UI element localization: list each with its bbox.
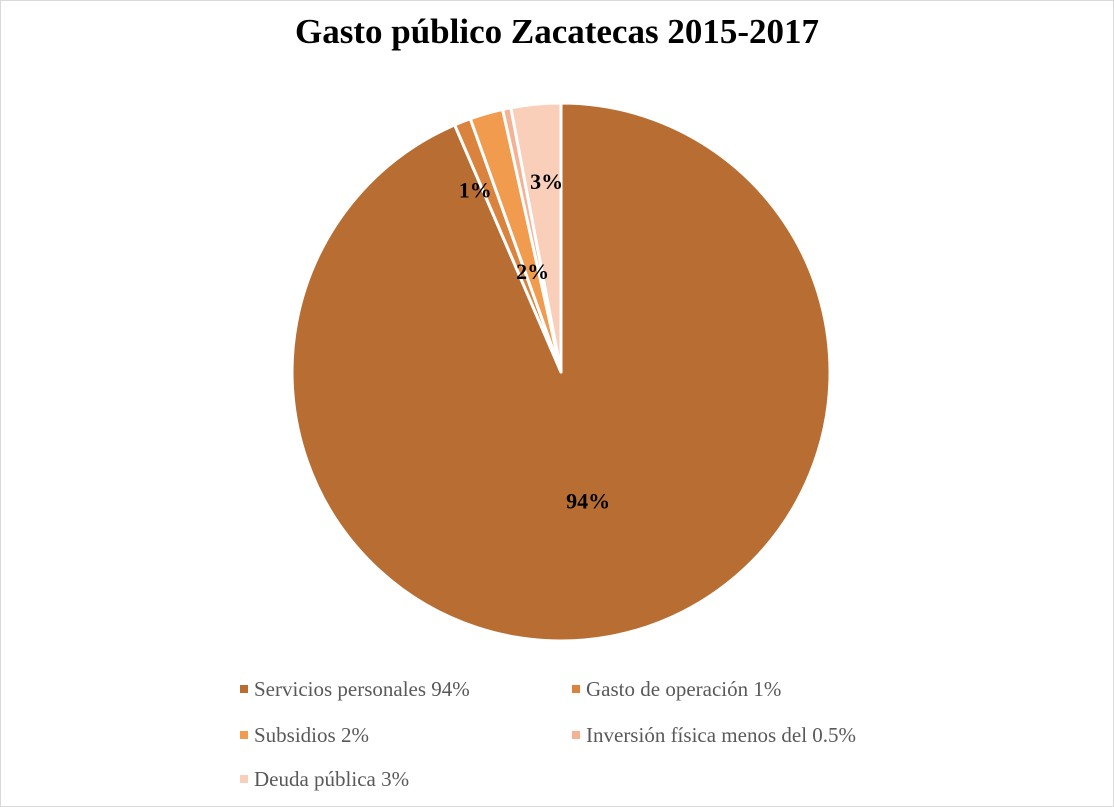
legend-swatch: [572, 731, 580, 739]
legend-item-gasto-de-operacion: Gasto de operación 1%: [572, 674, 781, 704]
legend-label: Subsidios 2%: [254, 722, 369, 747]
legend: Servicios personales 94% Gasto de operac…: [0, 670, 1114, 800]
legend-swatch: [240, 685, 248, 693]
legend-label: Deuda pública 3%: [254, 766, 410, 791]
legend-swatch: [572, 685, 580, 693]
pie-data-label-0: 94%: [566, 489, 610, 514]
legend-item-inversion-fisica: Inversión física menos del 0.5%: [572, 720, 856, 750]
legend-swatch: [240, 731, 248, 739]
pie-data-labels: 94% 1% 2% 3%: [459, 169, 610, 514]
legend-item-servicios-personales: Servicios personales 94%: [240, 674, 470, 704]
legend-label: Servicios personales 94%: [254, 676, 470, 701]
pie-data-label-1: 1%: [459, 177, 492, 202]
pie-slice-4: [509, 101, 563, 374]
legend-item-deuda-publica: Deuda pública 3%: [240, 764, 409, 794]
legend-label: Gasto de operación 1%: [586, 676, 782, 701]
pie-slices: [290, 101, 832, 643]
pie-data-label-4: 3%: [530, 169, 563, 194]
pie-data-label-2: 2%: [516, 259, 549, 284]
chart-title: Gasto público Zacatecas 2015-2017: [294, 12, 819, 51]
legend-item-subsidios: Subsidios 2%: [240, 720, 369, 750]
legend-label: Inversión física menos del 0.5%: [586, 722, 857, 747]
legend-swatch: [240, 775, 248, 783]
